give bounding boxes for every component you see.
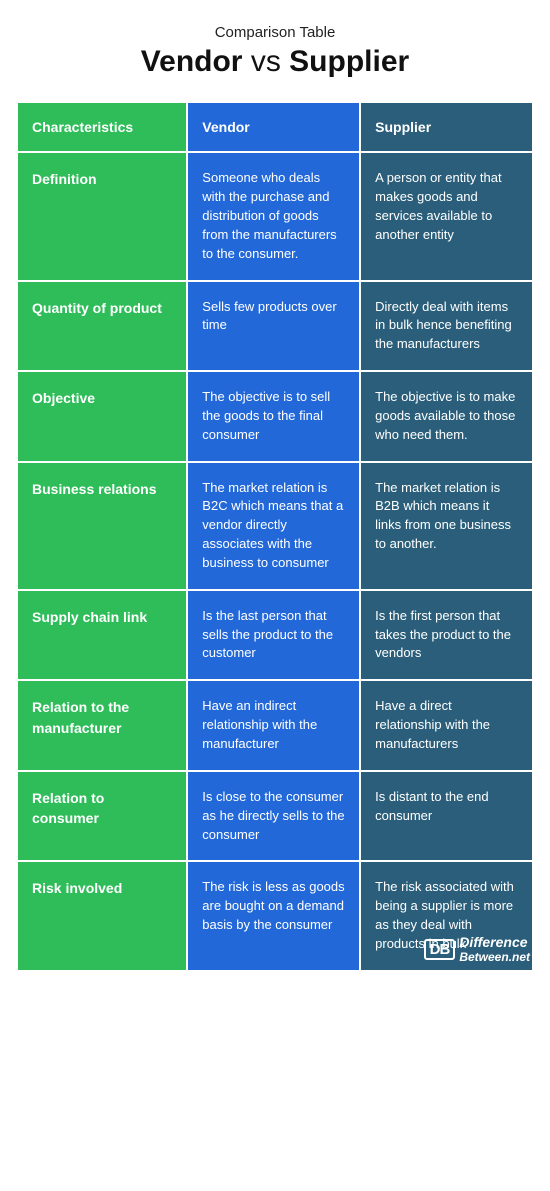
row-supplier: Is distant to the end consumer — [361, 772, 532, 861]
title-middle: vs — [243, 45, 290, 78]
col-header-characteristics: Characteristics — [18, 103, 186, 151]
row-supplier: Is the first person that takes the produ… — [361, 591, 532, 680]
logo-text: DifferenceBetween.net — [459, 935, 530, 963]
row-vendor: Is the last person that sells the produc… — [188, 591, 359, 680]
row-vendor: The market relation is B2C which means t… — [188, 463, 359, 589]
supertitle: Comparison Table — [16, 24, 534, 41]
row-label: Business relations — [18, 463, 186, 589]
site-logo: DBDifferenceBetween.net — [424, 935, 530, 963]
table-row: Supply chain linkIs the last person that… — [18, 591, 532, 680]
page-title: Vendor vs Supplier — [16, 45, 534, 79]
title-right: Supplier — [289, 45, 409, 78]
table-row: DefinitionSomeone who deals with the pur… — [18, 153, 532, 279]
table-row: Quantity of productSells few products ov… — [18, 282, 532, 371]
row-supplier: The objective is to make goods available… — [361, 372, 532, 461]
col-header-vendor: Vendor — [188, 103, 359, 151]
row-supplier: The market relation is B2B which means i… — [361, 463, 532, 589]
table-row: Business relationsThe market relation is… — [18, 463, 532, 589]
row-label: Risk involved — [18, 862, 186, 969]
col-header-supplier: Supplier — [361, 103, 532, 151]
row-supplier: A person or entity that makes goods and … — [361, 153, 532, 279]
row-label: Definition — [18, 153, 186, 279]
table-row: Relation to consumerIs close to the cons… — [18, 772, 532, 861]
page-wrap: Comparison Table Vendor vs Supplier Char… — [0, 0, 550, 988]
row-vendor: Someone who deals with the purchase and … — [188, 153, 359, 279]
row-vendor: Sells few products over time — [188, 282, 359, 371]
row-vendor: Is close to the consumer as he directly … — [188, 772, 359, 861]
row-label: Quantity of product — [18, 282, 186, 371]
table-header-row: Characteristics Vendor Supplier — [18, 103, 532, 151]
row-supplier: Have a direct relationship with the manu… — [361, 681, 532, 770]
title-left: Vendor — [141, 45, 243, 78]
row-label: Objective — [18, 372, 186, 461]
logo-db-icon: DB — [424, 939, 456, 961]
table-body: DefinitionSomeone who deals with the pur… — [18, 153, 532, 969]
row-label: Supply chain link — [18, 591, 186, 680]
row-vendor: The objective is to sell the goods to th… — [188, 372, 359, 461]
row-supplier: Directly deal with items in bulk hence b… — [361, 282, 532, 371]
row-label: Relation to consumer — [18, 772, 186, 861]
row-vendor: The risk is less as goods are bought on … — [188, 862, 359, 969]
table-row: Relation to the manufacturerHave an indi… — [18, 681, 532, 770]
row-label: Relation to the manufacturer — [18, 681, 186, 770]
row-vendor: Have an indirect relationship with the m… — [188, 681, 359, 770]
comparison-table: Characteristics Vendor Supplier Definiti… — [16, 101, 534, 972]
table-row: ObjectiveThe objective is to sell the go… — [18, 372, 532, 461]
